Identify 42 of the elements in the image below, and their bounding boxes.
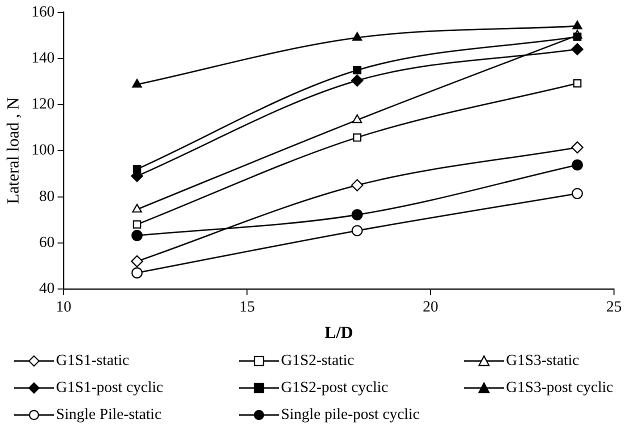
point bbox=[130, 255, 144, 268]
x-tick-label: 20 bbox=[422, 298, 439, 316]
y-tick-label: 100 bbox=[31, 142, 55, 159]
x-tick-label: 25 bbox=[606, 298, 622, 316]
legend-label: G1S1-post cyclic bbox=[56, 379, 164, 397]
point bbox=[573, 32, 582, 41]
legend-label: G1S2-post cyclic bbox=[281, 379, 388, 397]
point bbox=[572, 20, 582, 30]
legend-label: G1S1-static bbox=[56, 352, 130, 370]
point bbox=[352, 32, 362, 41]
point bbox=[131, 267, 143, 278]
point bbox=[353, 66, 362, 74]
point bbox=[132, 78, 142, 88]
legend-label: Single Pile-static bbox=[56, 406, 162, 424]
x-axis-title: L/D bbox=[324, 323, 353, 342]
legend-label: G1S3-static bbox=[506, 352, 580, 370]
point bbox=[573, 79, 582, 88]
y-tick-label: 80 bbox=[39, 188, 55, 205]
y-tick-label: 120 bbox=[31, 96, 55, 113]
legend-label: Single pile-post cyclic bbox=[281, 406, 420, 424]
y-axis-title: Lateral load , N bbox=[4, 97, 23, 204]
y-tick-label: 40 bbox=[39, 280, 55, 298]
point bbox=[131, 230, 143, 242]
legend-label: G1S2-static bbox=[281, 352, 354, 370]
point bbox=[352, 114, 362, 124]
point bbox=[571, 43, 584, 56]
point bbox=[352, 209, 363, 220]
y-tick-label: 160 bbox=[31, 3, 55, 20]
point bbox=[351, 74, 364, 87]
point bbox=[571, 141, 584, 154]
point bbox=[572, 188, 583, 200]
point bbox=[352, 225, 363, 236]
point bbox=[132, 220, 142, 229]
point bbox=[353, 133, 362, 142]
point bbox=[351, 179, 364, 192]
legend-label: G1S3-post cyclic bbox=[506, 379, 614, 397]
point bbox=[572, 159, 583, 171]
x-tick-label: 10 bbox=[56, 298, 72, 316]
point bbox=[132, 204, 142, 213]
x-tick-label: 15 bbox=[239, 298, 256, 316]
y-tick-label: 140 bbox=[31, 49, 55, 66]
y-tick-label: 60 bbox=[39, 234, 55, 251]
